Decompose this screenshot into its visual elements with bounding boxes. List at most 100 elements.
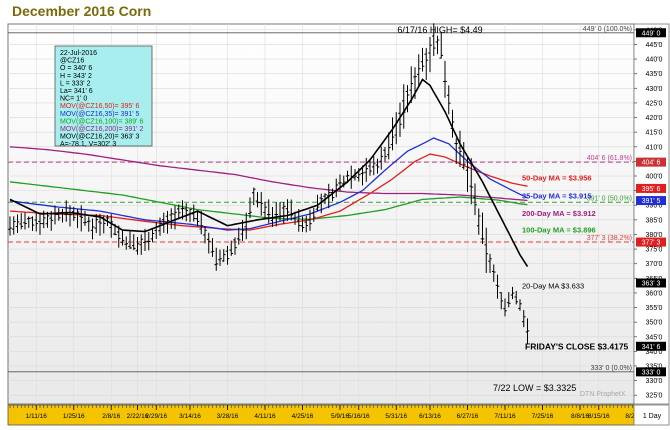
- price-bar: [383, 146, 387, 162]
- price-bar: [326, 183, 331, 209]
- price-bar: [424, 48, 429, 80]
- info-mov-line: MOV(@CZ16,20)= 363' 3: [60, 134, 140, 141]
- price-bar: [521, 310, 526, 328]
- price-bar: [338, 174, 342, 191]
- price-bar: [165, 210, 170, 234]
- price-bar: [360, 165, 365, 186]
- price-flag-text: 377' 3: [642, 240, 661, 247]
- price-bar: [75, 209, 80, 229]
- price-bar: [356, 168, 361, 182]
- price-bar: [394, 112, 399, 145]
- y-tick-label: 410'0: [646, 144, 663, 151]
- price-bar: [476, 208, 481, 235]
- price-flag-box: [636, 278, 666, 288]
- price-bar: [420, 47, 425, 72]
- ma50-label: 50-Day MA = $3.956: [522, 173, 592, 182]
- ma200-label: 200-Day MA = $3.912: [522, 209, 596, 218]
- price-bar: [330, 188, 335, 202]
- y-tick-label: 445'0: [646, 42, 663, 49]
- y-tick-label: 440'0: [646, 57, 663, 64]
- close-label: FRIDAY'S CLOSE $3.4175: [525, 341, 629, 351]
- info-line: La= 341' 6: [60, 88, 93, 95]
- price-bar: [390, 117, 395, 151]
- price-bar: [514, 290, 519, 305]
- price-bar: [443, 60, 447, 98]
- price-flag: 377' 3: [636, 237, 666, 247]
- price-flag: 395' 6: [636, 183, 666, 193]
- price-bar: [83, 211, 87, 226]
- high-annotation: 6/17/16 HIGH= $4.49: [397, 25, 482, 35]
- price-bar: [173, 205, 177, 230]
- price-bar: [484, 227, 489, 273]
- price-bar: [225, 245, 230, 265]
- price-bar: [251, 187, 256, 205]
- price-bar: [139, 234, 144, 255]
- price-bar: [188, 208, 192, 223]
- price-flag-text: 404' 6: [642, 160, 661, 167]
- x-tick-label: 5/9/16: [331, 413, 349, 420]
- x-tick-label: 6/27/16: [457, 413, 479, 420]
- price-bar: [469, 158, 474, 205]
- price-bar: [488, 253, 492, 274]
- info-box-background: [54, 45, 153, 147]
- info-line: H = 343' 2: [60, 73, 92, 80]
- retracement-label: 404' 6 (61.8%): [587, 155, 632, 162]
- price-bar: [281, 202, 286, 224]
- price-bar: [113, 223, 117, 236]
- ma20-label: 20-Day MA $3.633: [522, 282, 584, 291]
- price-flag-text: 395' 6: [642, 186, 661, 193]
- y-tick-label: 385'0: [646, 217, 663, 224]
- price-bar: [71, 206, 76, 221]
- price-bar: [428, 36, 432, 73]
- price-bar: [26, 216, 31, 228]
- price-bar: [435, 35, 440, 55]
- y-tick-label: 335'0: [646, 364, 663, 371]
- price-bar: [45, 211, 50, 228]
- price-axis-background: [633, 23, 670, 405]
- info-line: L = 333' 2: [60, 80, 91, 87]
- retracement-label: 377' 3 (38.2%): [587, 235, 632, 242]
- retracement-label: 333' 0 (0.0%): [591, 365, 632, 372]
- x-tick-label: 3/28/16: [217, 413, 239, 420]
- price-bar: [413, 67, 417, 99]
- price-flag-box: [636, 367, 666, 377]
- info-line: @CZ16: [60, 58, 84, 65]
- low-label: 7/22 LOW = $3.3325: [493, 383, 576, 393]
- price-bar: [206, 232, 211, 254]
- price-bar: [446, 85, 451, 115]
- price-bar: [184, 203, 189, 222]
- price-bar: [503, 298, 507, 317]
- info-mov-line: MOV(@CZ16,50)= 395' 6: [60, 103, 140, 110]
- price-bar: [311, 207, 316, 222]
- price-bar: [94, 214, 99, 234]
- price-flag-text: 333' 0: [642, 369, 661, 376]
- retracement-label: 391' 0 (50.0%): [587, 195, 632, 202]
- x-tick-label: 7/11/16: [494, 413, 516, 420]
- price-bar: [518, 299, 522, 311]
- price-bar: [150, 228, 155, 242]
- price-bar: [101, 215, 106, 234]
- price-bar: [229, 240, 234, 256]
- price-bar: [191, 204, 196, 222]
- price-bar: [278, 202, 282, 221]
- price-bar: [480, 212, 485, 244]
- price-bar: [401, 84, 406, 129]
- info-mov-line: MOV(@CZ16,35)= 391' 5: [60, 111, 140, 118]
- x-tick-label: 4/11/16: [254, 413, 276, 420]
- price-bar: [398, 102, 402, 137]
- price-bar: [510, 286, 515, 300]
- price-bar: [416, 54, 421, 87]
- price-bar: [68, 205, 72, 227]
- price-bar: [176, 204, 181, 219]
- x-tick-label: 7/25/16: [532, 413, 554, 420]
- x-tick-label: 1/11/16: [26, 413, 48, 420]
- price-flag-box: [636, 28, 666, 38]
- price-bar: [296, 209, 301, 232]
- price-bar: [158, 217, 162, 236]
- ma35-line: [9, 137, 528, 231]
- grid: [8, 24, 637, 404]
- info-line: 22-Jul-2016: [60, 50, 97, 57]
- timeframe-box: [633, 404, 670, 426]
- y-tick-label: 425'0: [646, 100, 663, 107]
- price-bar: [203, 226, 207, 244]
